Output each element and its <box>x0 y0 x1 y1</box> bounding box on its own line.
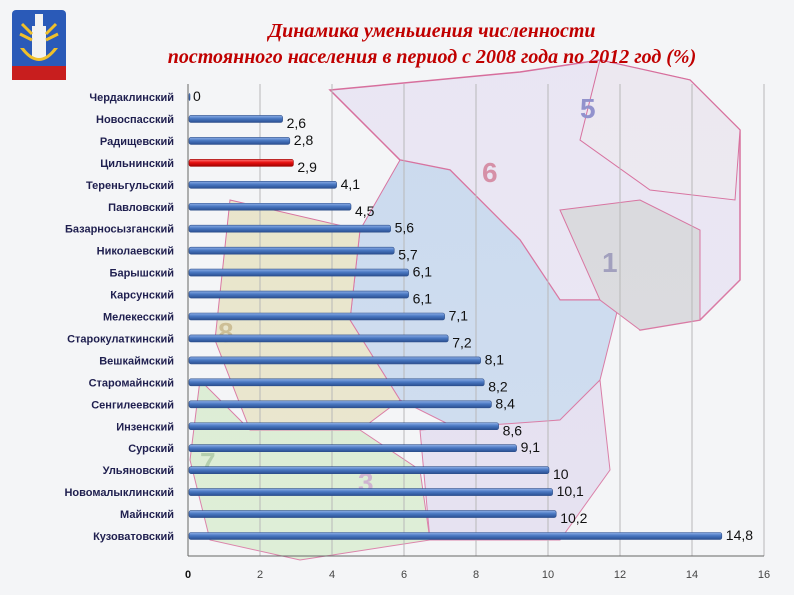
bar <box>188 444 517 453</box>
value-label: 5,6 <box>395 220 415 236</box>
bar <box>188 488 553 496</box>
category-label: Тереньгульский <box>86 180 174 192</box>
value-label: 6,1 <box>413 291 433 307</box>
value-label: 14,8 <box>726 527 753 543</box>
value-label: 2,6 <box>287 115 307 131</box>
bar <box>188 466 550 474</box>
bar <box>188 246 395 255</box>
value-label: 7,2 <box>452 334 472 350</box>
category-label: Старомайнский <box>89 377 174 389</box>
category-label: Базарносызганский <box>65 224 174 236</box>
ulyanovsk-coat-of-arms-icon <box>12 10 66 80</box>
bar <box>188 400 492 409</box>
category-label: Павловский <box>108 202 174 214</box>
x-tick-label: 8 <box>473 569 479 581</box>
value-label: 9,1 <box>521 439 541 455</box>
category-label: Сурский <box>128 443 174 455</box>
category-label: Цильнинский <box>100 158 174 170</box>
value-label: 6,1 <box>413 264 433 280</box>
value-label: 8,6 <box>503 422 523 438</box>
x-tick-label: 10 <box>542 569 554 581</box>
chart-title-line-2: постоянного населения в период с 2008 го… <box>167 46 697 68</box>
bar <box>188 268 409 277</box>
x-tick-label: 16 <box>758 569 770 581</box>
bar <box>188 93 191 101</box>
x-tick-label: 4 <box>329 569 335 581</box>
value-label: 10,1 <box>557 483 584 499</box>
chart-title-line-1: Динамика уменьшения численности <box>268 20 596 42</box>
chart-title: Динамика уменьшения численности постоянн… <box>70 18 794 70</box>
bar <box>188 334 449 343</box>
value-label: 10 <box>553 466 569 482</box>
category-label: Инзенский <box>116 421 174 433</box>
category-label: Кузоватовский <box>93 531 174 543</box>
x-tick-label: 0 <box>185 569 191 581</box>
bar <box>188 290 409 299</box>
value-label: 4,1 <box>341 176 361 192</box>
bar <box>188 532 723 540</box>
category-label: Карсунский <box>110 290 174 302</box>
value-label: 7,1 <box>449 308 469 324</box>
x-tick-label: 14 <box>686 569 698 581</box>
category-label: Майнский <box>120 509 174 521</box>
bar <box>188 115 283 123</box>
value-label: 8,2 <box>488 378 508 394</box>
x-tick-label: 2 <box>257 569 263 581</box>
value-label: 8,4 <box>495 395 515 411</box>
value-label: 2,9 <box>297 159 317 175</box>
category-label: Новомалыклинский <box>64 487 174 499</box>
category-label: Чердаклинский <box>89 92 174 104</box>
bar <box>188 202 352 211</box>
bar <box>188 422 499 431</box>
x-tick-label: 12 <box>614 569 626 581</box>
bar <box>188 312 445 321</box>
category-label: Новоспасский <box>96 114 174 126</box>
category-label: Николаевский <box>97 246 174 258</box>
category-label: Барышский <box>110 268 174 280</box>
value-label: 5,7 <box>398 247 418 263</box>
category-label: Старокулаткинский <box>67 333 174 345</box>
value-label: 4,5 <box>355 203 375 219</box>
bar-highlighted <box>188 159 294 167</box>
bar <box>188 510 557 518</box>
value-label: 2,8 <box>294 132 314 148</box>
category-label: Вешкаймский <box>99 355 174 367</box>
x-tick-label: 6 <box>401 569 407 581</box>
category-label: Радищевский <box>100 136 174 148</box>
value-label: 0 <box>193 88 201 104</box>
bar <box>188 137 291 145</box>
bar <box>188 181 337 189</box>
value-label: 8,1 <box>485 351 505 367</box>
bar <box>188 356 481 365</box>
value-label: 10,2 <box>560 510 587 526</box>
category-label: Ульяновский <box>103 465 174 477</box>
bar <box>188 378 485 387</box>
category-label: Сенгилеевский <box>91 399 174 411</box>
bar <box>188 224 391 233</box>
category-label: Мелекесский <box>103 312 174 324</box>
